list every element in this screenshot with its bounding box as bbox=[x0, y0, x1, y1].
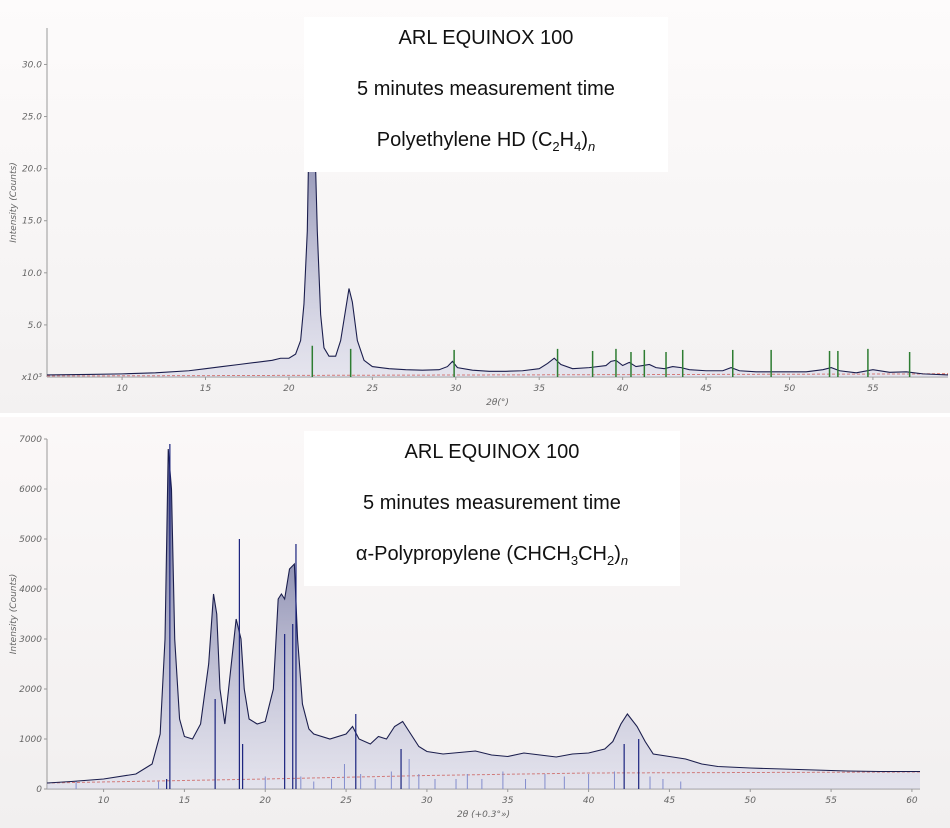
y-tick-label: 4000 bbox=[19, 585, 42, 595]
x-tick-label: 50 bbox=[784, 384, 796, 394]
x-tick-label: 10 bbox=[98, 796, 110, 806]
polyethylene-diffractogram: 10 15 20 25 30 35 40 45 50 55 5.0 10.0 15.0 20.0 25.0 3… bbox=[9, 28, 949, 408]
y-tick-label: 15.0 bbox=[22, 217, 42, 227]
series-line bbox=[46, 448, 920, 784]
x-tick-label: 25 bbox=[367, 384, 379, 394]
y-tick-label: 30.0 bbox=[22, 60, 42, 70]
x-tick-label: 45 bbox=[664, 796, 676, 806]
x-tick-label: 30 bbox=[421, 796, 433, 806]
top-chart-panel: 10 15 20 25 30 35 40 45 50 55 5.0 10.0 15.0 20.0 25.0 3… bbox=[0, 0, 950, 413]
bottom-info-box: ARL EQUINOX 100 5 minutes measurement ti… bbox=[304, 431, 680, 586]
y-tick-label: 7000 bbox=[19, 435, 42, 445]
x-tick-label: 45 bbox=[700, 384, 712, 394]
y-tick-label: 6000 bbox=[19, 485, 42, 495]
bottom-instrument-title: ARL EQUINOX 100 bbox=[404, 441, 580, 463]
y-tick-label: 1000 bbox=[19, 735, 42, 745]
series-line bbox=[46, 38, 949, 376]
x-tick-label: 40 bbox=[583, 796, 595, 806]
x-tick-label: 55 bbox=[867, 384, 879, 394]
x-tick-label: 35 bbox=[502, 796, 514, 806]
y-tick-label: 10.0 bbox=[22, 269, 42, 279]
y-tick-label: 5000 bbox=[19, 535, 42, 545]
y-tick-label: 0 bbox=[36, 785, 42, 795]
y-tick-label: 2000 bbox=[19, 685, 42, 695]
panel-divider bbox=[0, 413, 950, 417]
x-tick-label: 20 bbox=[283, 384, 295, 394]
x-tick-label: 35 bbox=[533, 384, 545, 394]
y-axis-label: Intensity (Counts) bbox=[9, 574, 19, 654]
y-tick-label: 25.0 bbox=[22, 113, 42, 123]
x-tick-label: 10 bbox=[116, 384, 128, 394]
bottom-sample-name: α-Polypropylene (CHCH3CH2)n bbox=[355, 543, 629, 568]
bottom-measurement-time: 5 minutes measurement time bbox=[363, 492, 621, 514]
top-measurement-time: 5 minutes measurement time bbox=[357, 78, 615, 100]
x-tick-label: 30 bbox=[450, 384, 462, 394]
top-info-box: ARL EQUINOX 100 5 minutes measurement ti… bbox=[304, 17, 668, 172]
y-tick-label: 3000 bbox=[19, 635, 42, 645]
x-axis-label: 2θ(°) bbox=[486, 398, 509, 408]
x-tick-label: 60 bbox=[906, 796, 918, 806]
x-tick-label: 15 bbox=[200, 384, 212, 394]
x-tick-label: 20 bbox=[260, 796, 272, 806]
x-tick-label: 40 bbox=[617, 384, 629, 394]
top-sample-name: Polyethylene HD (C2H4)n bbox=[376, 129, 596, 154]
top-instrument-title: ARL EQUINOX 100 bbox=[398, 27, 574, 49]
polypropylene-diffractogram: 10 15 20 25 30 35 40 45 50 55 60 0 1000 2000 3000 4000 5… bbox=[9, 435, 921, 820]
x-tick-label: 50 bbox=[745, 796, 757, 806]
y-axis-label: Intensity (Counts) bbox=[9, 162, 19, 242]
x-tick-label: 15 bbox=[179, 796, 191, 806]
y-tick-label: 5.0 bbox=[28, 321, 43, 331]
x-tick-label: 25 bbox=[340, 796, 352, 806]
bottom-chart-panel: 10 15 20 25 30 35 40 45 50 55 60 0 1000 2000 3000 4000 5… bbox=[0, 417, 950, 828]
y-multiplier-label: x10³ bbox=[21, 373, 43, 383]
x-axis-label: 2θ (+0.3°») bbox=[457, 810, 510, 820]
x-tick-label: 55 bbox=[825, 796, 837, 806]
y-tick-label: 20.0 bbox=[22, 165, 42, 175]
